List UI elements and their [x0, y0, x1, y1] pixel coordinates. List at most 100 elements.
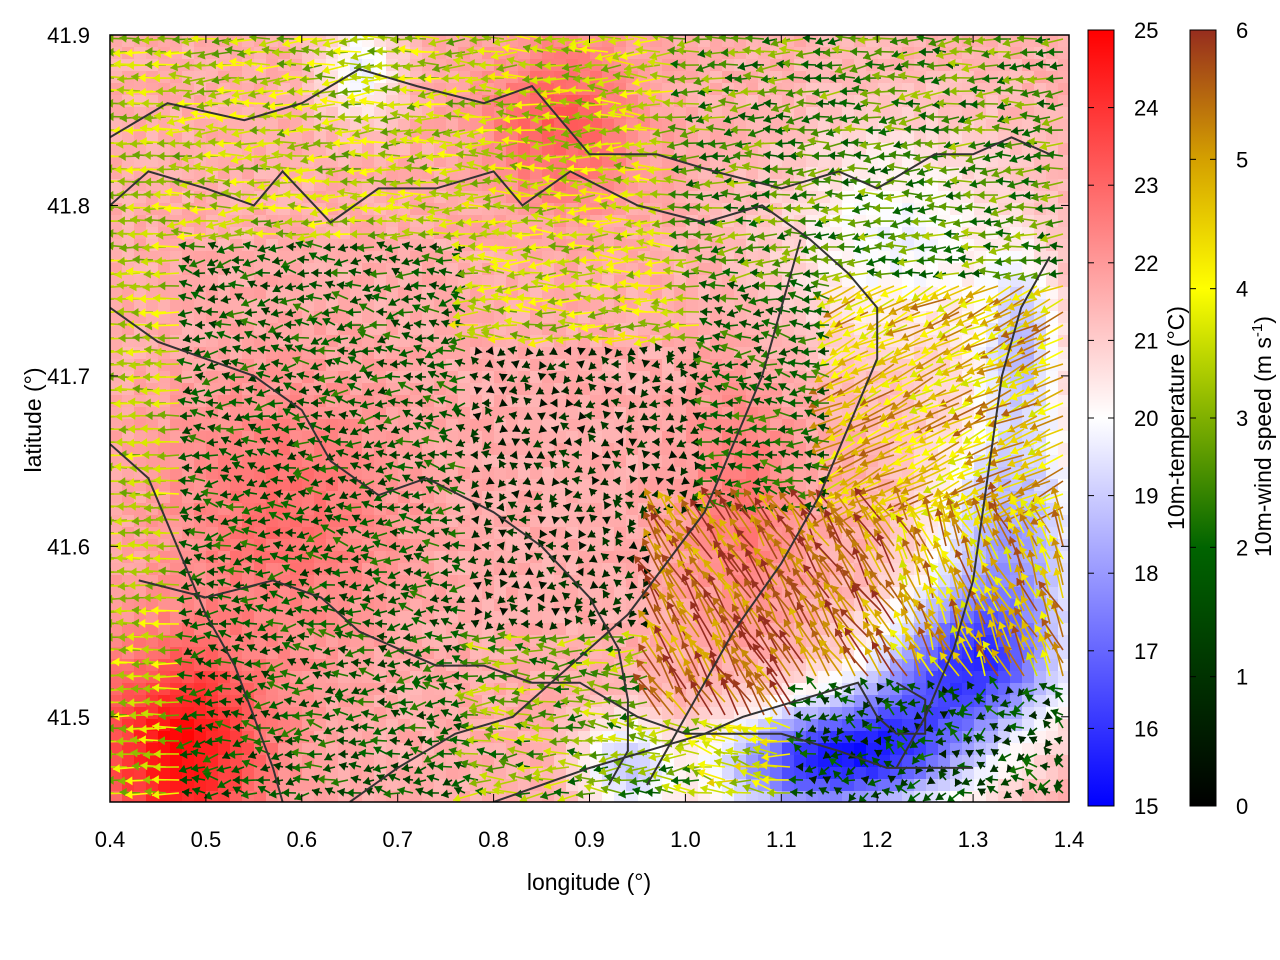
temperature-cell	[326, 611, 339, 624]
temperature-cell	[122, 131, 135, 144]
temperature-cell	[710, 83, 723, 96]
temperature-cell	[494, 467, 507, 480]
temperature-cell	[1010, 239, 1023, 252]
temperature-cell	[638, 179, 651, 192]
temperature-cell	[542, 611, 555, 624]
temperature-cell	[398, 611, 411, 624]
temperature-cell	[614, 311, 627, 324]
temperature-cell	[1058, 47, 1069, 60]
temperature-cell	[158, 239, 171, 252]
temperature-cell	[338, 671, 351, 684]
temperature-cell	[842, 227, 855, 240]
temperature-cell	[170, 383, 183, 396]
temperature-cell	[1046, 131, 1059, 144]
temperature-cell	[218, 743, 231, 756]
temperature-cell	[566, 95, 579, 108]
temperature-cell	[266, 59, 279, 72]
temperature-cell	[866, 95, 879, 108]
temperature-cell	[650, 695, 663, 708]
temperature-cell	[122, 611, 135, 624]
temperature-cell	[374, 755, 387, 768]
temperature-cell	[710, 179, 723, 192]
temperature-cell	[974, 203, 987, 216]
temperature-cell	[1022, 119, 1035, 132]
temperature-cell	[866, 227, 879, 240]
temperature-cell	[434, 779, 447, 792]
temperature-cell	[722, 767, 735, 780]
temperature-cell	[710, 71, 723, 84]
temperature-cell	[890, 275, 903, 288]
temperature-cell	[566, 623, 579, 636]
temperature-cell	[326, 131, 339, 144]
temperature-cell	[110, 395, 123, 408]
temperature-cell	[170, 407, 183, 420]
temperature-cell	[614, 95, 627, 108]
temperature-cell	[794, 467, 807, 480]
temperature-cell	[1010, 107, 1023, 120]
temperature-cell	[974, 71, 987, 84]
temperature-cell	[950, 107, 963, 120]
temperature-cell	[434, 95, 447, 108]
temperature-cell	[770, 239, 783, 252]
temperature-cell	[374, 455, 387, 468]
temperature-cell	[614, 263, 627, 276]
temperature-cell	[638, 755, 651, 768]
temperature-cell	[326, 347, 339, 360]
temperature-cell	[446, 431, 459, 444]
temperature-cell	[962, 131, 975, 144]
temperature-cell	[566, 359, 579, 372]
temperature-cell	[1010, 251, 1023, 264]
temperature-cell	[170, 503, 183, 516]
temperature-cell	[446, 767, 459, 780]
temperature-cell	[590, 443, 603, 456]
temperature-cell	[590, 659, 603, 672]
temperature-cell	[998, 83, 1011, 96]
temperature-cell	[254, 611, 267, 624]
temperature-cell	[314, 299, 327, 312]
temperature-cell	[578, 575, 591, 588]
temperature-cell	[458, 611, 471, 624]
temperature-cell	[458, 83, 471, 96]
temperature-cell	[170, 443, 183, 456]
temperature-cell	[1022, 671, 1035, 684]
temperature-cell	[242, 287, 255, 300]
temperature-cell	[974, 47, 987, 60]
temperature-cell	[362, 347, 375, 360]
temperature-cell	[434, 71, 447, 84]
temperature-cell	[614, 467, 627, 480]
temperature-cell	[182, 83, 195, 96]
temperature-cell	[266, 83, 279, 96]
temperature-cell	[710, 107, 723, 120]
temperature-cell	[746, 83, 759, 96]
temperature-cell	[806, 95, 819, 108]
temperature-cell	[302, 131, 315, 144]
temperature-cell	[134, 407, 147, 420]
temperature-cell	[254, 455, 267, 468]
temperature-cell	[1058, 71, 1069, 84]
temperature-cell	[458, 35, 471, 48]
temperature-cell	[158, 779, 171, 792]
temperature-cell	[1046, 671, 1059, 684]
temperature-cell	[446, 515, 459, 528]
temperature-cell	[686, 71, 699, 84]
temperature-cell	[554, 491, 567, 504]
temperature-cell	[194, 71, 207, 84]
temperature-cell	[1058, 59, 1069, 72]
temperature-cell	[638, 431, 651, 444]
temperature-cell	[398, 95, 411, 108]
temperature-cell	[986, 755, 999, 768]
temperature-cell	[482, 599, 495, 612]
temperature-cell	[950, 95, 963, 108]
temperature-cell	[854, 47, 867, 60]
temperature-cell	[434, 119, 447, 132]
temperature-cell	[566, 419, 579, 432]
temperature-cell	[950, 275, 963, 288]
temperature-cell	[566, 227, 579, 240]
temperature-cell	[878, 107, 891, 120]
temperature-cell	[170, 575, 183, 588]
temperature-cell	[830, 107, 843, 120]
temperature-cell	[122, 71, 135, 84]
temperature-cell	[266, 119, 279, 132]
temperature-cell	[746, 119, 759, 132]
temperature-cell	[758, 335, 771, 348]
